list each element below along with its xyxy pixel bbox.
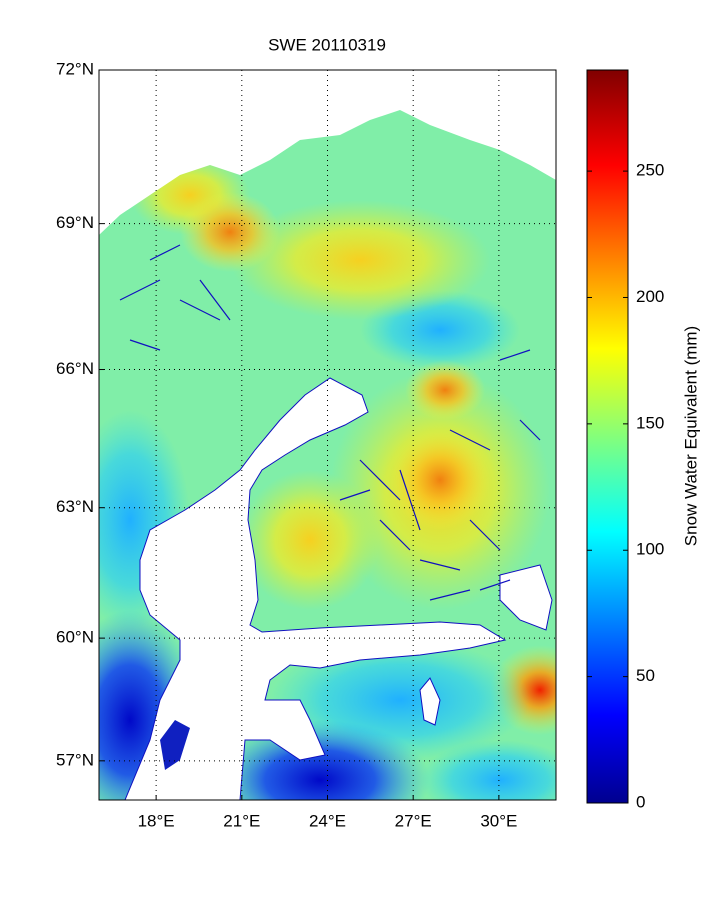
y-tick-label: 69°N <box>56 213 94 232</box>
y-tick-label: 66°N <box>56 359 94 378</box>
y-tick-label: 60°N <box>56 628 94 647</box>
x-tick-label: 24°E <box>309 811 346 830</box>
colorbar-tick-label: 150 <box>636 413 664 432</box>
chart-title: SWE 20110319 <box>268 35 386 54</box>
map-field <box>99 70 556 800</box>
y-tick-label: 72°N <box>56 59 94 78</box>
colorbar-label: Snow Water Equivalent (mm) <box>681 326 700 546</box>
x-tick-label: 27°E <box>395 811 432 830</box>
colorbar-tick-label: 0 <box>636 792 645 811</box>
colorbar-tick-label: 50 <box>636 666 655 685</box>
colorbar-tick-label: 200 <box>636 287 664 306</box>
colorbar-tick-label: 250 <box>636 161 664 180</box>
x-tick-label: 21°E <box>223 811 260 830</box>
x-tick-label: 30°E <box>480 811 517 830</box>
x-tick-label: 18°E <box>138 811 175 830</box>
y-tick-label: 57°N <box>56 750 94 769</box>
colorbar <box>586 69 629 804</box>
colorbar-tick-label: 100 <box>636 540 664 559</box>
y-tick-label: 63°N <box>56 497 94 516</box>
